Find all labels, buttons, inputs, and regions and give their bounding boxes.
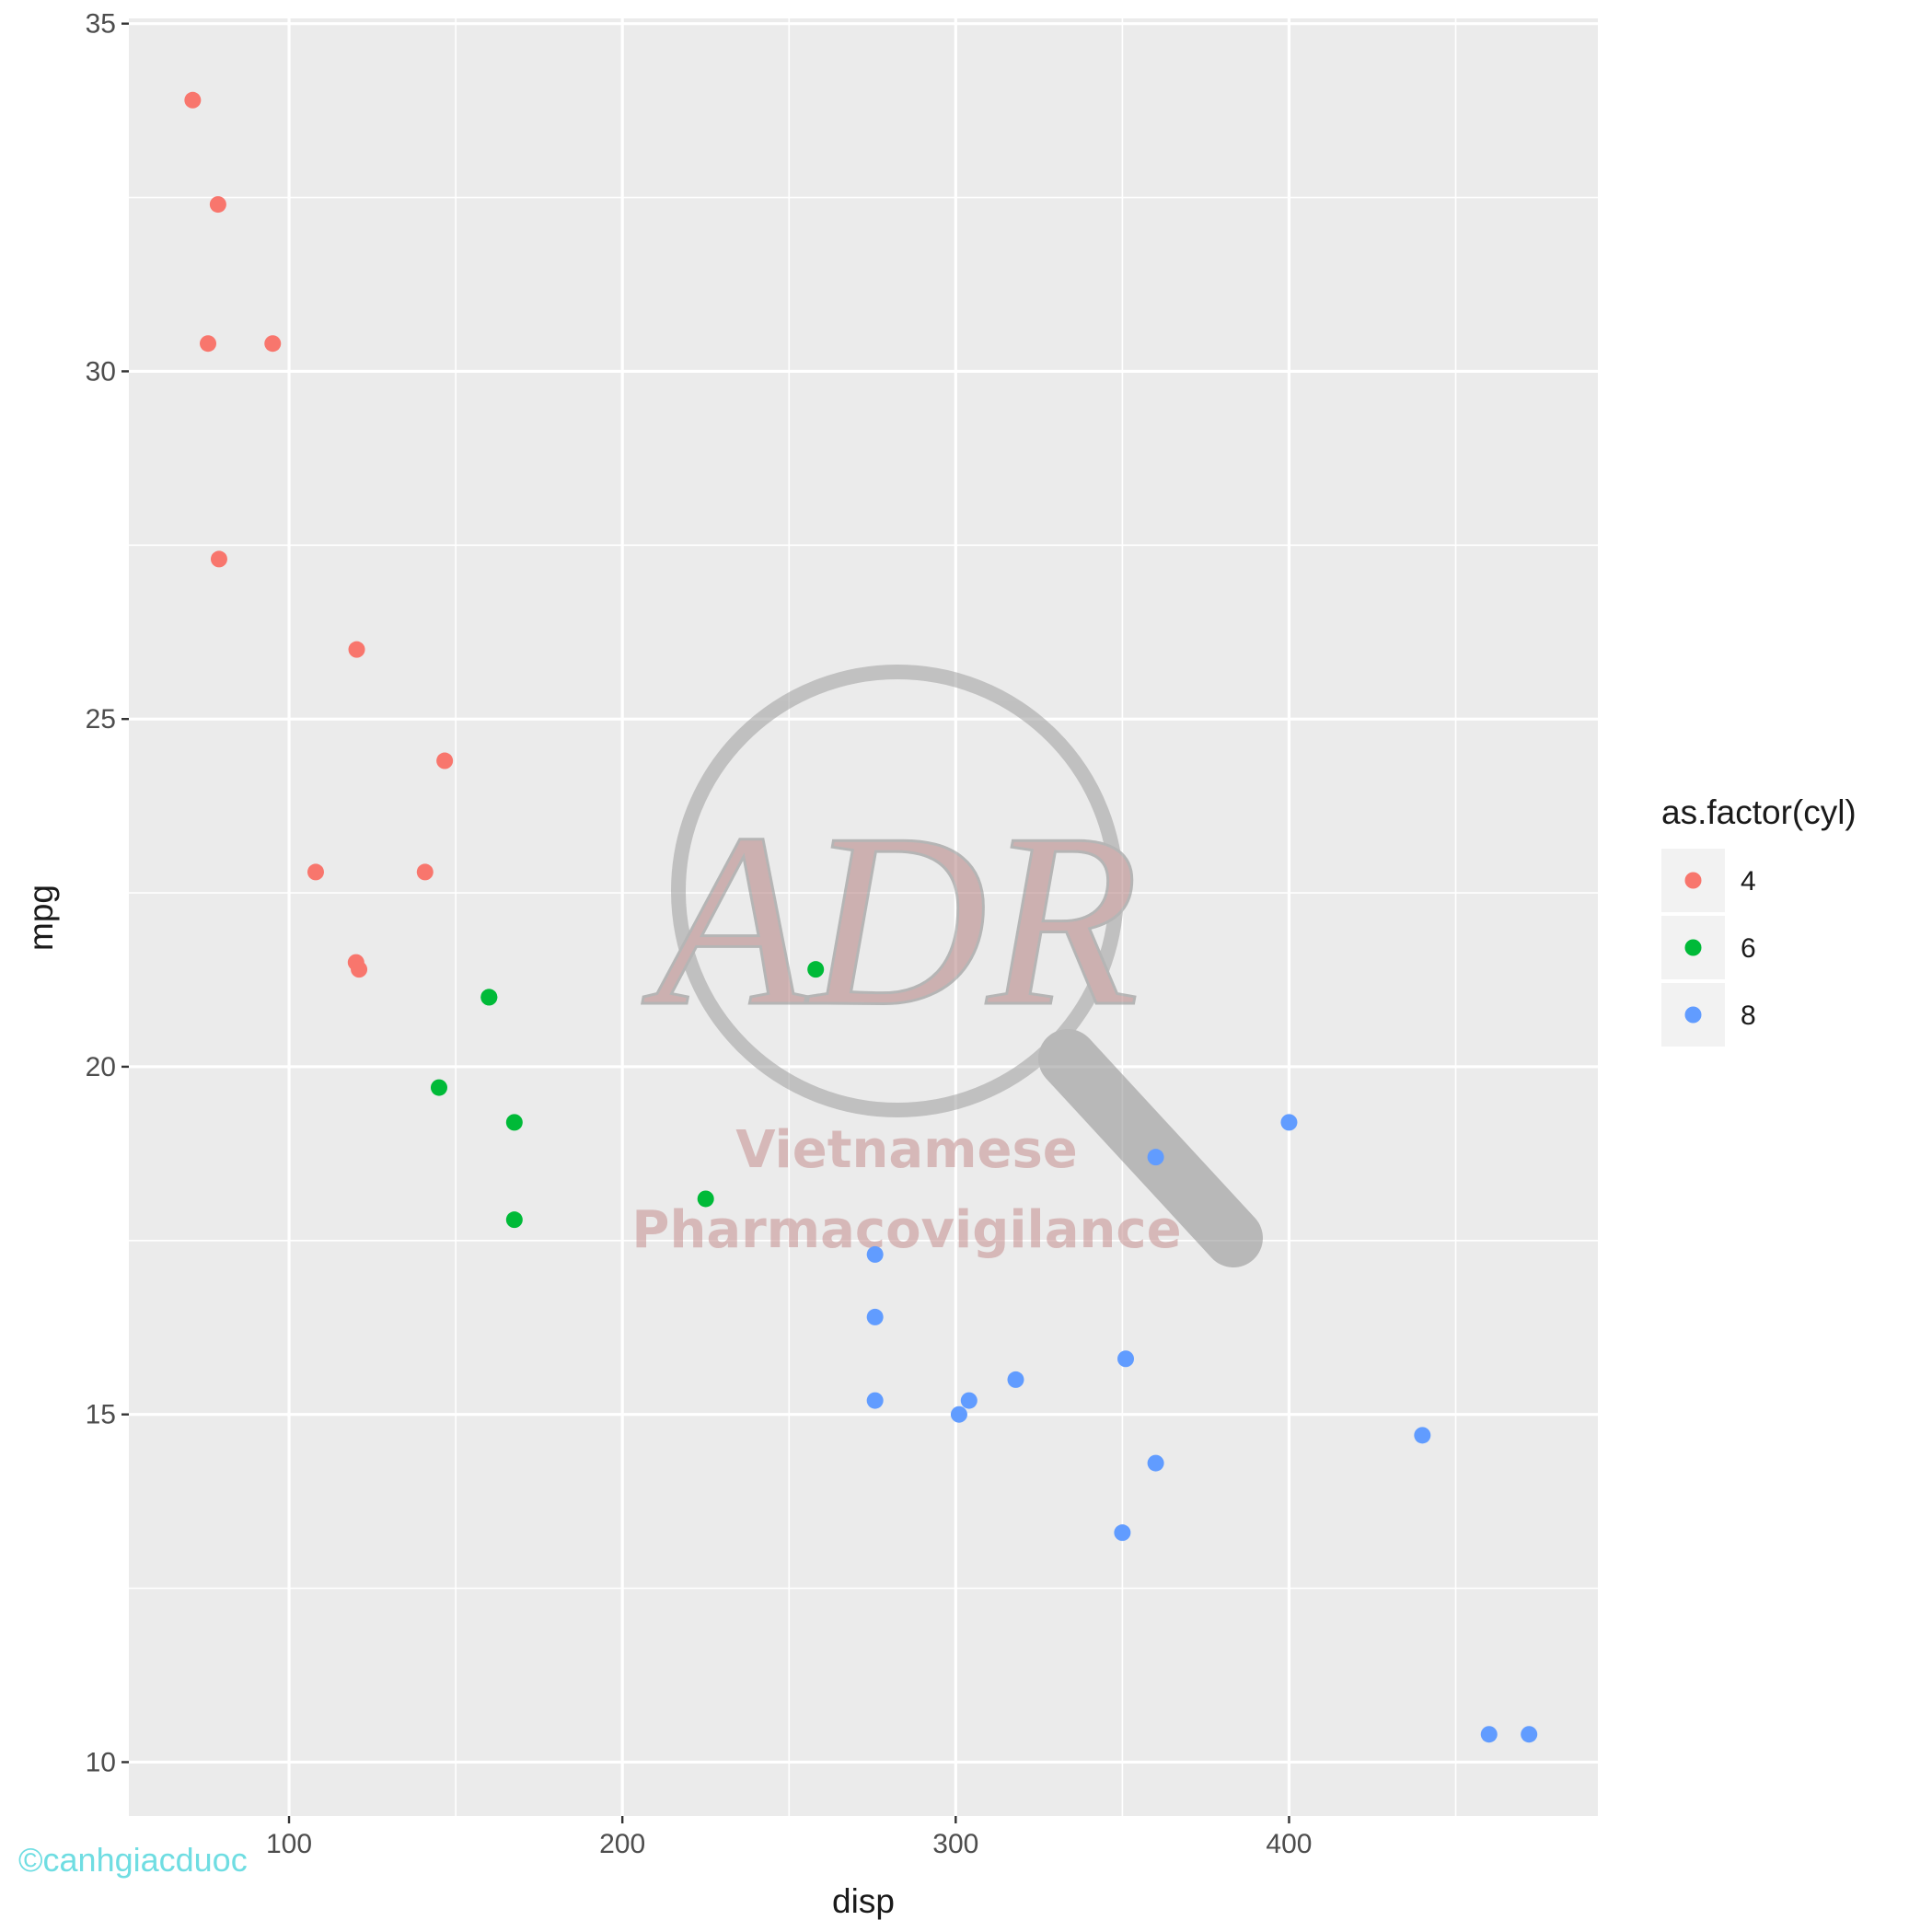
y-tick-label: 15 bbox=[86, 1400, 116, 1430]
data-point-cyl-8 bbox=[1117, 1350, 1135, 1368]
data-point-cyl-6 bbox=[505, 1211, 523, 1229]
legend: as.factor(cyl) 4 6 8 bbox=[1661, 793, 1857, 1047]
data-point-cyl-4 bbox=[209, 196, 226, 214]
plot-panel bbox=[129, 18, 1598, 1816]
data-point-cyl-6 bbox=[505, 1114, 523, 1131]
credit-text: ©canhgiacduoc bbox=[18, 1841, 248, 1879]
legend-label-4: 4 bbox=[1741, 866, 1756, 897]
legend-title: as.factor(cyl) bbox=[1661, 793, 1857, 831]
x-axis-title: disp bbox=[832, 1882, 895, 1920]
data-point-cyl-8 bbox=[1147, 1454, 1164, 1472]
data-point-cyl-4 bbox=[436, 752, 454, 769]
data-point-cyl-6 bbox=[697, 1190, 714, 1208]
data-point-cyl-8 bbox=[866, 1308, 884, 1325]
data-point-cyl-4 bbox=[200, 335, 217, 353]
x-tick-label: 200 bbox=[599, 1829, 645, 1859]
data-point-cyl-8 bbox=[1114, 1524, 1131, 1542]
axis-ticks bbox=[121, 22, 1290, 1823]
data-points bbox=[184, 91, 1538, 1743]
y-tick-label: 30 bbox=[86, 356, 116, 387]
data-point-cyl-4 bbox=[348, 641, 365, 658]
y-axis-title: mpg bbox=[22, 885, 60, 951]
data-point-cyl-4 bbox=[210, 550, 227, 568]
data-point-cyl-6 bbox=[807, 961, 825, 978]
data-point-cyl-4 bbox=[351, 961, 368, 978]
data-point-cyl-8 bbox=[1521, 1726, 1538, 1743]
data-point-cyl-4 bbox=[264, 335, 282, 353]
major-gridlines bbox=[129, 18, 1598, 1816]
watermark-line2: Pharmacovigilance bbox=[631, 1200, 1181, 1260]
data-point-cyl-8 bbox=[960, 1392, 978, 1409]
adr-watermark-logo: ADR Vietnamese Pharmacovigilance bbox=[631, 665, 1263, 1267]
y-tick-label: 25 bbox=[86, 704, 116, 735]
data-point-cyl-8 bbox=[1480, 1726, 1498, 1743]
y-tick-label: 20 bbox=[86, 1052, 116, 1082]
axis-tick-labels: 100 200 300 400 10 15 20 25 30 35 bbox=[86, 9, 1313, 1859]
data-point-cyl-4 bbox=[416, 863, 434, 881]
data-point-cyl-8 bbox=[866, 1392, 884, 1409]
x-tick-label: 100 bbox=[266, 1829, 312, 1859]
x-tick-label: 400 bbox=[1266, 1829, 1312, 1859]
legend-label-8: 8 bbox=[1741, 1001, 1756, 1031]
data-point-cyl-8 bbox=[1007, 1371, 1024, 1388]
data-point-cyl-4 bbox=[184, 91, 202, 109]
x-tick-label: 300 bbox=[932, 1829, 978, 1859]
data-point-cyl-8 bbox=[866, 1245, 884, 1263]
data-point-cyl-8 bbox=[1147, 1149, 1164, 1166]
data-point-cyl-6 bbox=[480, 989, 498, 1006]
legend-label-6: 6 bbox=[1741, 933, 1756, 964]
legend-key-dot-8 bbox=[1684, 1006, 1702, 1024]
data-point-cyl-6 bbox=[430, 1079, 447, 1096]
legend-key-dot-4 bbox=[1684, 872, 1702, 889]
watermark-line1: Vietnamese bbox=[735, 1120, 1078, 1180]
watermark-logo-text: ADR bbox=[641, 782, 1140, 1058]
y-tick-label: 10 bbox=[86, 1747, 116, 1777]
data-point-cyl-8 bbox=[1280, 1114, 1298, 1131]
legend-key-dot-6 bbox=[1684, 939, 1702, 956]
data-point-cyl-8 bbox=[950, 1406, 967, 1423]
minor-gridlines bbox=[129, 18, 1598, 1816]
y-tick-label: 35 bbox=[86, 9, 116, 40]
data-point-cyl-4 bbox=[307, 863, 324, 881]
data-point-cyl-8 bbox=[1414, 1427, 1431, 1444]
